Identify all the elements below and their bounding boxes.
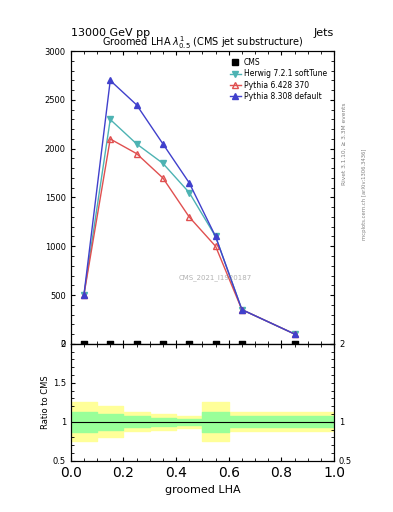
Text: Jets: Jets: [314, 28, 334, 38]
Point: [186, 339, 193, 348]
Point: [107, 339, 113, 348]
Text: mcplots.cern.ch [arXiv:1306.3436]: mcplots.cern.ch [arXiv:1306.3436]: [362, 149, 367, 240]
Text: CMS_2021_I1920187: CMS_2021_I1920187: [179, 274, 252, 281]
Point: [160, 339, 166, 348]
Legend: CMS, Herwig 7.2.1 softTune, Pythia 6.428 370, Pythia 8.308 default: CMS, Herwig 7.2.1 softTune, Pythia 6.428…: [226, 55, 330, 104]
X-axis label: groomed LHA: groomed LHA: [165, 485, 240, 495]
Text: Rivet 3.1.10, ≥ 3.3M events: Rivet 3.1.10, ≥ 3.3M events: [342, 102, 347, 185]
Point: [212, 339, 219, 348]
Text: 13000 GeV pp: 13000 GeV pp: [71, 28, 150, 38]
Y-axis label: Ratio to CMS: Ratio to CMS: [41, 375, 50, 429]
Point: [81, 339, 87, 348]
Point: [291, 339, 298, 348]
Point: [134, 339, 140, 348]
Point: [239, 339, 245, 348]
Title: Groomed LHA $\lambda^{1}_{0.5}$ (CMS jet substructure): Groomed LHA $\lambda^{1}_{0.5}$ (CMS jet…: [102, 34, 303, 51]
